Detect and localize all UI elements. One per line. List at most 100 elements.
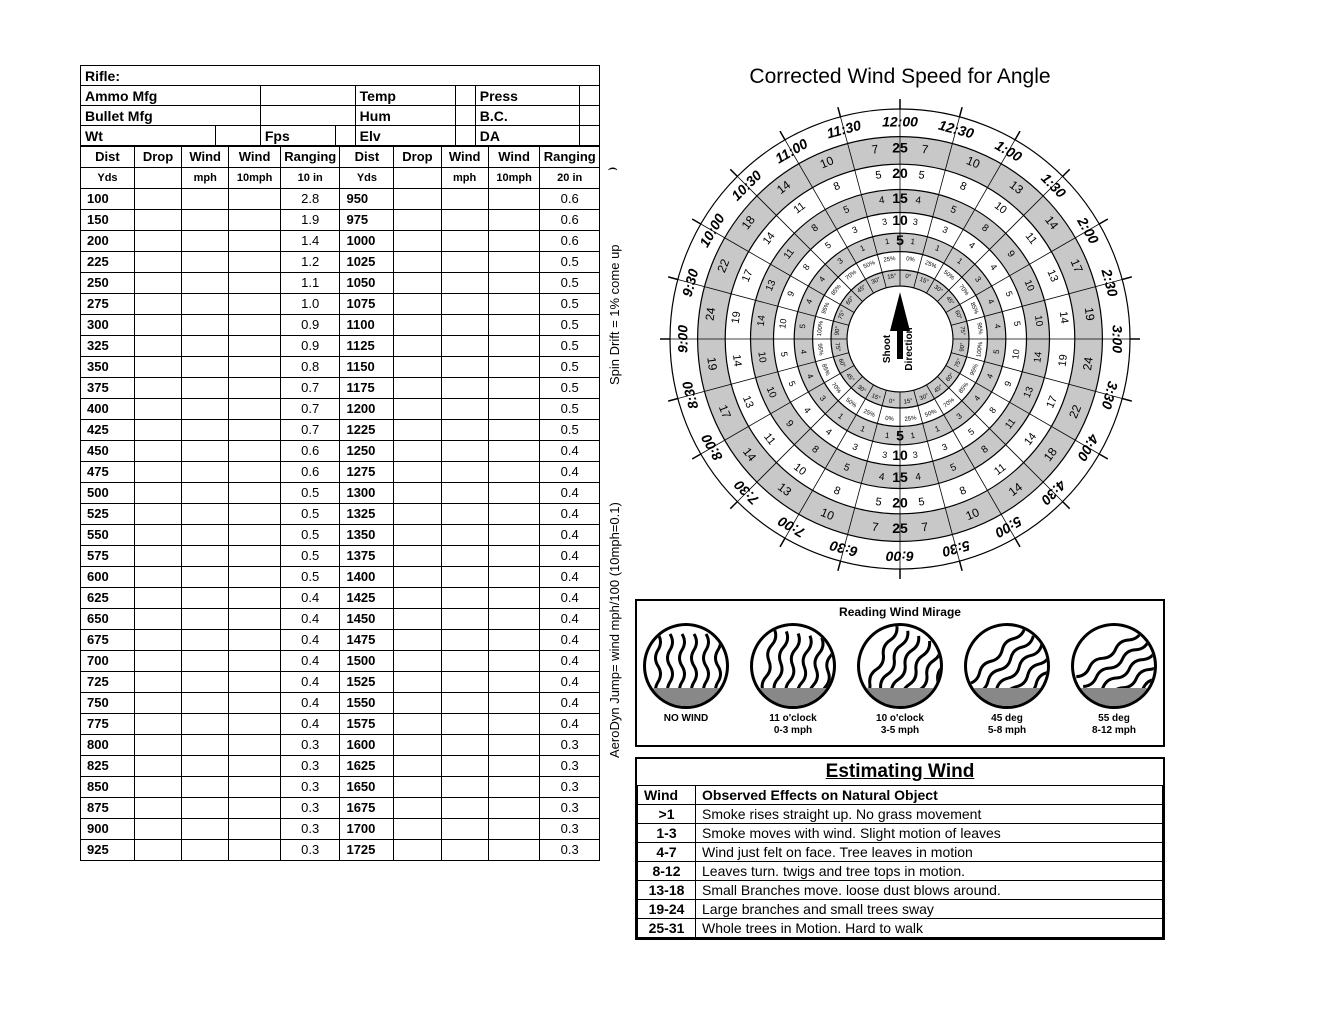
wind-est-row: 8-12Leaves turn. twigs and tree tops in … bbox=[638, 862, 1163, 881]
svg-text:19: 19 bbox=[730, 311, 743, 325]
paren-icon: ⌢ bbox=[607, 160, 618, 178]
table-row: 3500.811500.5 bbox=[81, 357, 600, 378]
hum-val bbox=[455, 106, 475, 126]
wind-est-row: 1-3Smoke moves with wind. Slight motion … bbox=[638, 824, 1163, 843]
svg-text:75°: 75° bbox=[958, 326, 965, 336]
mirage-item: 55 deg8-12 mph bbox=[1071, 623, 1157, 737]
wind-clock: 12:0012:301:001:302:002:303:003:304:004:… bbox=[652, 91, 1148, 587]
table-row: 2501.110500.5 bbox=[81, 273, 600, 294]
mirage-title: Reading Wind Mirage bbox=[643, 605, 1157, 619]
right-panel: Corrected Wind Speed for Angle 12:0012:3… bbox=[635, 65, 1165, 940]
elv-label: Elv bbox=[355, 126, 455, 146]
table-row: 5000.513000.4 bbox=[81, 483, 600, 504]
table-row: 6500.414500.4 bbox=[81, 609, 600, 630]
table-row: 3750.711750.5 bbox=[81, 378, 600, 399]
svg-text:15°: 15° bbox=[887, 273, 897, 280]
elv-val bbox=[455, 126, 475, 146]
sub-mph: mph bbox=[182, 168, 229, 189]
svg-text:19: 19 bbox=[704, 356, 720, 371]
sub-10mph: 10mph bbox=[229, 168, 281, 189]
table-row: 9250.317250.3 bbox=[81, 840, 600, 861]
svg-text:14: 14 bbox=[1032, 351, 1044, 364]
mirage-item: NO WIND bbox=[643, 623, 729, 737]
wind-est-row: 13-18Small Branches move. loose dust blo… bbox=[638, 881, 1163, 900]
table-row: 7000.415000.4 bbox=[81, 651, 600, 672]
svg-text:10: 10 bbox=[777, 318, 788, 329]
table-row: 2001.410000.6 bbox=[81, 231, 600, 252]
svg-text:Shoot: Shoot bbox=[882, 334, 893, 363]
svg-text:75°: 75° bbox=[833, 342, 840, 352]
ammo-label: Ammo Mfg bbox=[81, 86, 261, 106]
sub-10in: 10 in bbox=[280, 168, 340, 189]
sub-20in: 20 in bbox=[540, 168, 600, 189]
svg-text:15°: 15° bbox=[903, 398, 913, 405]
temp-label: Temp bbox=[355, 86, 455, 106]
table-row: 3250.911250.5 bbox=[81, 336, 600, 357]
sub-yds: Yds bbox=[81, 168, 135, 189]
svg-text:Direction: Direction bbox=[904, 327, 915, 370]
svg-text:14: 14 bbox=[756, 314, 768, 327]
svg-text:90°: 90° bbox=[835, 325, 842, 335]
da-label: DA bbox=[475, 126, 579, 146]
table-row: 7500.415500.4 bbox=[81, 693, 600, 714]
mirage-item: 45 deg5-8 mph bbox=[964, 623, 1050, 737]
svg-text:25: 25 bbox=[892, 139, 908, 155]
clock-title: Corrected Wind Speed for Angle bbox=[635, 65, 1165, 89]
svg-text:10: 10 bbox=[1010, 349, 1021, 360]
col-dist2: Dist bbox=[340, 147, 394, 168]
wind-est-row: 19-24Large branches and small trees sway bbox=[638, 900, 1163, 919]
svg-text:0%: 0% bbox=[906, 256, 916, 263]
table-row: 4750.612750.4 bbox=[81, 462, 600, 483]
svg-text:0%: 0% bbox=[885, 416, 895, 423]
col-ranging: Ranging bbox=[280, 147, 340, 168]
ammo-val bbox=[260, 86, 355, 106]
svg-text:5: 5 bbox=[896, 428, 904, 444]
table-row: 5250.513250.4 bbox=[81, 504, 600, 525]
table-row: 6000.514000.4 bbox=[81, 567, 600, 588]
svg-text:20: 20 bbox=[892, 495, 908, 511]
svg-text:15: 15 bbox=[892, 190, 908, 206]
table-row: 8000.316000.3 bbox=[81, 735, 600, 756]
svg-text:10: 10 bbox=[892, 212, 908, 228]
wind-estimate-box: Estimating Wind Wind Observed Effects on… bbox=[635, 757, 1165, 940]
svg-text:6:00: 6:00 bbox=[886, 548, 914, 564]
bullet-label: Bullet Mfg bbox=[81, 106, 261, 126]
table-row: 4500.612500.4 bbox=[81, 441, 600, 462]
svg-text:14: 14 bbox=[1057, 311, 1070, 325]
svg-text:12:00: 12:00 bbox=[882, 114, 918, 130]
wt-val bbox=[215, 126, 260, 146]
svg-text:24: 24 bbox=[703, 306, 719, 321]
svg-text:19: 19 bbox=[1082, 307, 1098, 322]
fps-label: Fps bbox=[260, 126, 335, 146]
hum-label: Hum bbox=[355, 106, 455, 126]
wind-est-row: 4-7Wind just felt on face. Tree leaves i… bbox=[638, 843, 1163, 862]
table-row: 9000.317000.3 bbox=[81, 819, 600, 840]
table-row: 7250.415250.4 bbox=[81, 672, 600, 693]
svg-text:3:00: 3:00 bbox=[1109, 325, 1125, 353]
svg-text:10: 10 bbox=[892, 447, 908, 463]
sub-mph2: mph bbox=[441, 168, 488, 189]
col-drop: Drop bbox=[134, 147, 181, 168]
table-row: 6750.414750.4 bbox=[81, 630, 600, 651]
wt-label: Wt bbox=[81, 126, 216, 146]
svg-text:25: 25 bbox=[892, 520, 908, 536]
table-row: 2251.210250.5 bbox=[81, 252, 600, 273]
svg-text:90°: 90° bbox=[959, 342, 966, 352]
table-row: 1002.89500.6 bbox=[81, 189, 600, 210]
wind-est-row: 25-31Whole trees in Motion. Hard to walk bbox=[638, 919, 1163, 938]
wind-est-h1: Wind bbox=[638, 786, 696, 805]
svg-text:10: 10 bbox=[1032, 315, 1044, 328]
col-drop2: Drop bbox=[394, 147, 441, 168]
col-wind1: Wind bbox=[182, 147, 229, 168]
table-row: 8500.316500.3 bbox=[81, 777, 600, 798]
col-wind1b: Wind bbox=[441, 147, 488, 168]
svg-text:20: 20 bbox=[892, 165, 908, 181]
side-note-spin: Spin Drift = 1% come up bbox=[607, 185, 622, 445]
data-table: Dist Drop Wind Wind Ranging Dist Drop Wi… bbox=[80, 146, 600, 861]
wind-est-h2: Observed Effects on Natural Object bbox=[696, 786, 1163, 805]
col-wind2b: Wind bbox=[488, 147, 540, 168]
mirage-item: 10 o'clock3-5 mph bbox=[857, 623, 943, 737]
svg-text:9:00: 9:00 bbox=[675, 325, 691, 353]
bc-label: B.C. bbox=[475, 106, 579, 126]
table-row: 1501.99750.6 bbox=[81, 210, 600, 231]
